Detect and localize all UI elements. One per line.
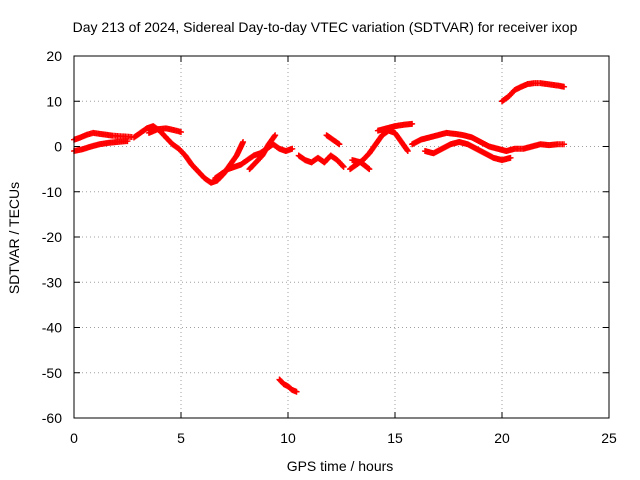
series-s8 (295, 152, 347, 170)
y-tick-label: -20 (42, 229, 62, 245)
x-tick-label: 0 (70, 430, 78, 446)
data-point (409, 120, 416, 127)
series-s9 (323, 132, 343, 148)
y-tick-label: -30 (42, 274, 62, 290)
series-s6 (246, 132, 279, 173)
series-s7 (276, 376, 300, 395)
data-point (404, 148, 411, 155)
data-point (240, 138, 247, 145)
data-point (272, 132, 279, 139)
data-point (124, 138, 131, 145)
x-tick-label: 5 (177, 430, 185, 446)
y-tick-label: -40 (42, 320, 62, 336)
data-point (507, 154, 514, 161)
series-s13 (409, 129, 568, 155)
data-point (366, 166, 373, 173)
data-point (293, 388, 300, 395)
x-tick-label: 25 (601, 430, 617, 446)
x-axis-label: GPS time / hours (287, 458, 394, 474)
series-s11 (349, 157, 373, 173)
x-tick-label: 20 (494, 430, 510, 446)
plot-frame (73, 55, 610, 419)
y-axis-label: SDTVAR / TECUs (6, 182, 22, 294)
y-tick-label: 10 (46, 93, 62, 109)
data-points (71, 80, 568, 395)
data-point (336, 141, 343, 148)
y-tick-label: 0 (54, 139, 62, 155)
data-point (561, 83, 568, 90)
y-tick-label: -10 (42, 184, 62, 200)
data-point (561, 141, 568, 148)
series-s4 (145, 125, 184, 136)
y-tick-label: -50 (42, 365, 62, 381)
chart-title: Day 213 of 2024, Sidereal Day-to-day VTE… (73, 19, 578, 35)
grid (74, 56, 609, 418)
data-point (289, 145, 296, 152)
axis-ticks: 0 5 10 15 20 25 20 10 0 -10 -20 -30 -40 -50 -60 (42, 48, 617, 446)
data-point (339, 163, 346, 170)
data-point (340, 163, 347, 170)
x-tick-label: 15 (387, 430, 403, 446)
data-point (178, 129, 184, 136)
x-tick-label: 10 (280, 430, 296, 446)
y-tick-label: -60 (42, 410, 62, 426)
series-s10 (347, 127, 411, 173)
series-s12 (374, 120, 416, 134)
series-s15 (499, 80, 568, 105)
series-s14 (421, 138, 514, 164)
y-tick-label: 20 (46, 48, 62, 64)
